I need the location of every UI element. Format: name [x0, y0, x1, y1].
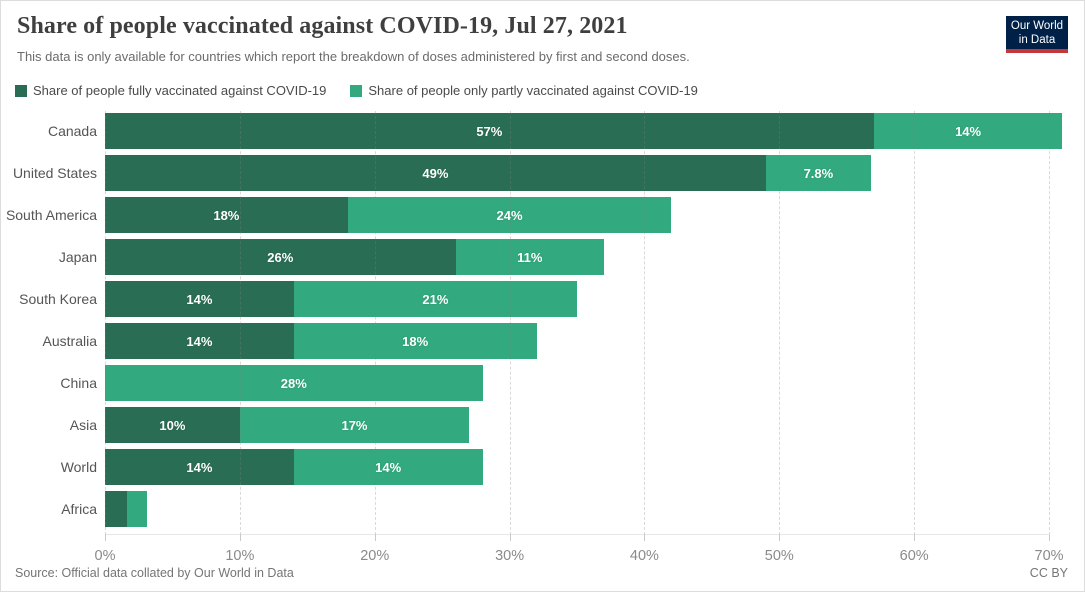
- category-label: Canada: [47, 123, 97, 139]
- bar-segment-partly[interactable]: 7.8%: [765, 155, 871, 191]
- category-label: Japan: [58, 249, 97, 265]
- x-axis-tick-label: 40%: [629, 548, 659, 564]
- axis-tick: [239, 535, 241, 541]
- gridline: [105, 111, 106, 535]
- chart-row: World 14% 14%: [61, 449, 483, 485]
- owid-logo-red-strip: [1006, 49, 1068, 53]
- bar-value-label: 21%: [422, 291, 449, 307]
- category-label: Asia: [69, 417, 97, 433]
- bar-segment-partly[interactable]: [126, 491, 147, 527]
- chart-row: China 28%: [60, 365, 483, 401]
- page-title: Share of people vaccinated against COVID…: [17, 13, 628, 39]
- gridline: [1049, 111, 1051, 535]
- legend: Share of people fully vaccinated against…: [15, 83, 698, 98]
- legend-swatch-icon: [15, 84, 27, 97]
- bar-value-label: 10%: [159, 417, 186, 433]
- bar-value-label: 18%: [402, 333, 429, 349]
- bar-value-label: 28%: [280, 375, 307, 391]
- chart-row: Canada 57% 14%: [48, 113, 1063, 149]
- gridline: [239, 111, 241, 535]
- legend-item-fully[interactable]: Share of people fully vaccinated against…: [15, 83, 326, 98]
- chart-row: Australia 14% 18%: [43, 323, 537, 359]
- chart-row: South Korea 14% 21%: [19, 281, 577, 317]
- bar-value-label: 18%: [213, 207, 240, 223]
- license-link[interactable]: CC BY: [1029, 566, 1068, 580]
- category-label: South America: [5, 207, 97, 223]
- bar-segment-fully[interactable]: 14%: [105, 281, 294, 317]
- bar-value-label: 17%: [341, 417, 368, 433]
- bar-value-label: 14%: [186, 333, 213, 349]
- bar-value-label: 14%: [186, 459, 213, 475]
- x-axis-tick-label: 60%: [899, 548, 929, 564]
- x-axis-tick-label: 10%: [225, 548, 255, 564]
- axis-tick: [509, 535, 511, 541]
- bar-segment-fully[interactable]: 57%: [105, 113, 874, 149]
- bar-value-label: 24%: [496, 207, 523, 223]
- bar-segment-fully[interactable]: 18%: [105, 197, 348, 233]
- bar-value-label: 14%: [375, 459, 402, 475]
- owid-logo-line1: Our World: [1010, 20, 1064, 32]
- chart-row: United States 49% 7.8%: [13, 155, 871, 191]
- gridline: [914, 111, 916, 535]
- bar-segment-partly[interactable]: 28%: [105, 365, 483, 401]
- legend-item-partly[interactable]: Share of people only partly vaccinated a…: [350, 83, 698, 98]
- gridline: [509, 111, 511, 535]
- chart-row: Asia 10% 17%: [70, 407, 470, 443]
- x-axis-tick-label: 30%: [495, 548, 525, 564]
- bar-value-label: 57%: [476, 123, 503, 139]
- bar-segment-partly[interactable]: 17%: [239, 407, 470, 443]
- x-axis-tick-label: 0%: [94, 548, 116, 564]
- chart-row: South America 18% 24%: [6, 197, 672, 233]
- owid-logo-line2: in Data: [1018, 34, 1056, 46]
- category-label: Australia: [42, 333, 97, 349]
- chart-row: Japan 26% 11%: [59, 239, 604, 275]
- x-axis-line: [105, 534, 1049, 535]
- axis-tick: [644, 535, 646, 541]
- bar-segment-fully[interactable]: [105, 491, 127, 527]
- source-note: Source: Official data collated by Our Wo…: [15, 566, 294, 580]
- gridline: [374, 111, 376, 535]
- category-label: World: [60, 459, 97, 475]
- legend-label: Share of people only partly vaccinated a…: [368, 83, 698, 98]
- axis-tick: [914, 535, 916, 541]
- bar-value-label: 49%: [422, 165, 449, 181]
- bar-segment-fully[interactable]: 49%: [105, 155, 766, 191]
- bar-segment-partly[interactable]: 18%: [293, 323, 537, 359]
- x-axis-tick-label: 20%: [360, 548, 390, 564]
- owid-logo-text: Our World in Data: [1006, 16, 1068, 49]
- bar-segment-fully[interactable]: 14%: [105, 449, 294, 485]
- x-axis-tick-label: 50%: [764, 548, 794, 564]
- legend-swatch-icon: [350, 84, 363, 97]
- axis-tick: [374, 535, 376, 541]
- axis-tick: [779, 535, 781, 541]
- gridline: [779, 111, 781, 535]
- category-label: United States: [12, 165, 97, 181]
- plot-area: 0% 10% 20% 30% 40% 50% 60% 70% Canada 57% 14% Unite…: [6, 111, 1084, 564]
- bar-value-label: 11%: [517, 249, 543, 265]
- bar-value-label: 26%: [267, 249, 294, 265]
- gridline: [644, 111, 646, 535]
- chart-subtitle: This data is only available for countrie…: [17, 49, 690, 64]
- bar-segment-fully[interactable]: 26%: [105, 239, 456, 275]
- bar-segment-partly[interactable]: 24%: [347, 197, 672, 233]
- axis-tick: [105, 535, 106, 541]
- category-label: China: [60, 375, 97, 391]
- x-axis-tick-label: 70%: [1034, 548, 1064, 564]
- axis-tick: [1049, 535, 1051, 541]
- bar-segment-fully[interactable]: 10%: [105, 407, 240, 443]
- category-label: South Korea: [19, 291, 97, 307]
- bar-segment-partly[interactable]: 14%: [873, 113, 1063, 149]
- bar-segment-partly[interactable]: 11%: [455, 239, 604, 275]
- bar-value-label: 14%: [186, 291, 213, 307]
- chart-row: Africa: [61, 491, 147, 527]
- legend-label: Share of people fully vaccinated against…: [33, 83, 327, 98]
- category-label: Africa: [61, 501, 97, 517]
- bar-segment-fully[interactable]: 14%: [105, 323, 294, 359]
- bar-segment-partly[interactable]: 21%: [293, 281, 577, 317]
- owid-logo[interactable]: Our World in Data: [1006, 16, 1068, 53]
- bar-value-label: 14%: [955, 123, 982, 139]
- bar-value-label: 7.8%: [803, 165, 834, 181]
- bar-segment-partly[interactable]: 14%: [293, 449, 483, 485]
